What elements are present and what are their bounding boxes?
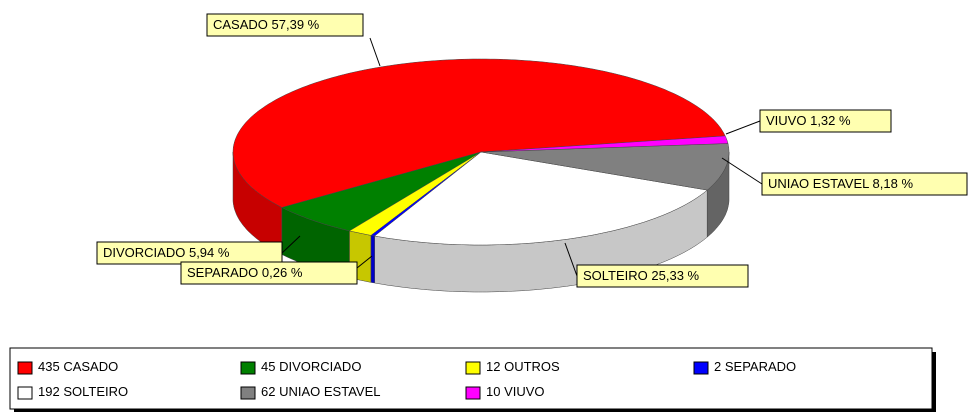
leader-line — [725, 120, 761, 135]
slice-label-value: 8,18 % — [873, 176, 914, 191]
label-box — [206, 13, 364, 37]
legend-swatch — [465, 361, 481, 375]
legend-count: 45 — [261, 359, 275, 374]
leader-line — [564, 242, 578, 277]
legend-name: DIVORCIADO — [279, 359, 361, 374]
slice-label: DIVORCIADO 5,94 % — [103, 245, 230, 260]
legend-swatch — [465, 386, 481, 400]
slice-label-name: SEPARADO — [187, 265, 258, 280]
slice-side — [370, 235, 375, 284]
slice-label-name: CASADO — [213, 17, 268, 32]
legend-count: 192 — [38, 384, 60, 399]
slice-label-value: 0,26 % — [262, 265, 303, 280]
legend-name: CASADO — [63, 359, 118, 374]
legend-entry: 62 UNIAO ESTAVEL — [261, 384, 380, 399]
slice-label-value: 5,94 % — [189, 245, 230, 260]
legend-name: SEPARADO — [725, 359, 796, 374]
leader-line — [281, 235, 301, 254]
slice-label: SOLTEIRO 25,33 % — [583, 268, 700, 283]
legend-swatch — [240, 361, 256, 375]
pie — [232, 58, 730, 293]
slice-label-name: UNIAO ESTAVEL — [768, 176, 869, 191]
slice-label: UNIAO ESTAVEL 8,18 % — [768, 176, 913, 191]
label-box — [576, 264, 749, 288]
slice — [232, 58, 726, 208]
slice — [374, 151, 708, 246]
legend-name: UNIAO ESTAVEL — [279, 384, 380, 399]
legend-count: 435 — [38, 359, 60, 374]
slice — [281, 151, 482, 232]
slice — [348, 151, 482, 236]
legend-entry: 10 VIUVO — [486, 384, 545, 399]
leader-line — [369, 37, 381, 67]
legend-entry: 45 DIVORCIADO — [261, 359, 361, 374]
label-box — [761, 172, 968, 196]
legend-name: SOLTEIRO — [63, 384, 128, 399]
slice — [480, 135, 729, 153]
legend: 435 CASADO 45 DIVORCIADO 12 OUTROS 2 SEPARA… — [17, 359, 796, 400]
legend-count: 2 — [714, 359, 721, 374]
slice-label-value: 1,32 % — [810, 113, 851, 128]
legend-count: 62 — [261, 384, 275, 399]
leader-line — [721, 157, 763, 185]
legend-swatch — [17, 386, 33, 400]
label-box — [180, 261, 358, 285]
legend-entry: 12 OUTROS — [486, 359, 560, 374]
legend-entry: 2 SEPARADO — [714, 359, 796, 374]
leader-line — [356, 255, 373, 269]
legend-swatch — [17, 361, 33, 375]
slice-label-value: 57,39 % — [272, 17, 320, 32]
slice-label-value: 25,33 % — [651, 268, 699, 283]
legend-swatch — [693, 361, 709, 375]
legend-count: 10 — [486, 384, 500, 399]
slice-label-name: SOLTEIRO — [583, 268, 648, 283]
legend-name: OUTROS — [504, 359, 560, 374]
slice-label-name: VIUVO — [766, 113, 806, 128]
label-box — [759, 109, 892, 133]
legend-name: VIUVO — [504, 384, 544, 399]
legend-swatch — [240, 386, 256, 400]
slice-labels: CASADO 57,39 % DIVORCIADO 5,94 % SEPARADO … — [96, 13, 968, 288]
slice — [480, 143, 730, 191]
legend-entry: 435 CASADO — [38, 359, 118, 374]
legend-box — [9, 347, 933, 410]
legend-entry: 192 SOLTEIRO — [38, 384, 128, 399]
slice-label-name: DIVORCIADO — [103, 245, 185, 260]
legend-count: 12 — [486, 359, 500, 374]
slice-label: VIUVO 1,32 % — [766, 113, 851, 128]
slice-label: SEPARADO 0,26 % — [187, 265, 303, 280]
slice-label: CASADO 57,39 % — [213, 17, 320, 32]
